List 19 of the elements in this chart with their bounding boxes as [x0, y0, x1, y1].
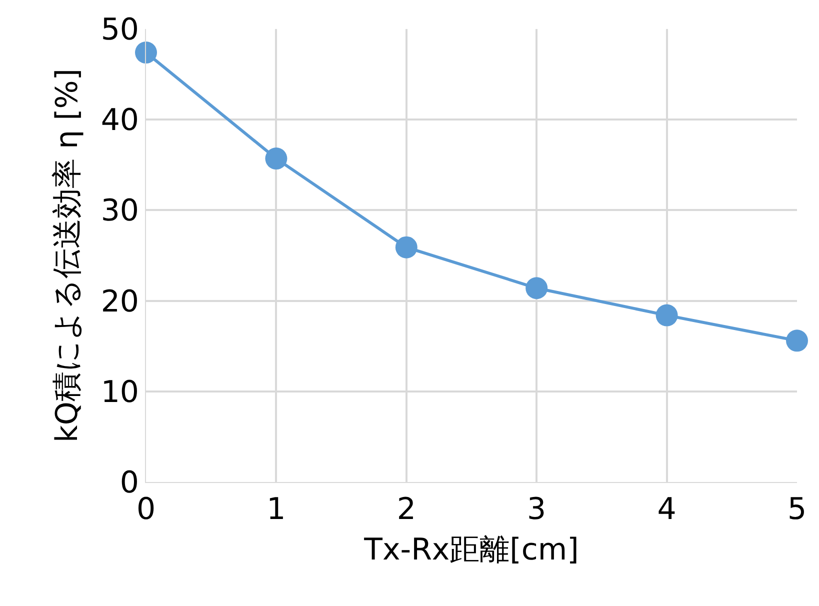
x-axis-title: Tx-Rx距離[cm] [363, 532, 579, 568]
x-tick-label: 2 [396, 492, 416, 527]
y-tick-label: 40 [100, 103, 139, 138]
point [786, 330, 808, 352]
point [265, 148, 288, 170]
y-tick-label: 0 [120, 466, 139, 500]
point [135, 42, 157, 64]
point [656, 304, 678, 326]
x-tick-label: 3 [527, 492, 546, 527]
x-tick-label: 4 [657, 492, 676, 527]
y-tick-label: 20 [100, 284, 139, 320]
x-tick-label: 1 [266, 492, 286, 527]
point [395, 236, 418, 258]
y-axis-title: kQ積による伝送効率 η [%] [50, 68, 85, 442]
x-tick-label: 5 [787, 492, 807, 527]
point [526, 277, 548, 300]
y-tick-label: 50 [100, 12, 139, 48]
y-tick-label: 30 [100, 194, 139, 229]
y-tick-label: 10 [100, 374, 139, 410]
